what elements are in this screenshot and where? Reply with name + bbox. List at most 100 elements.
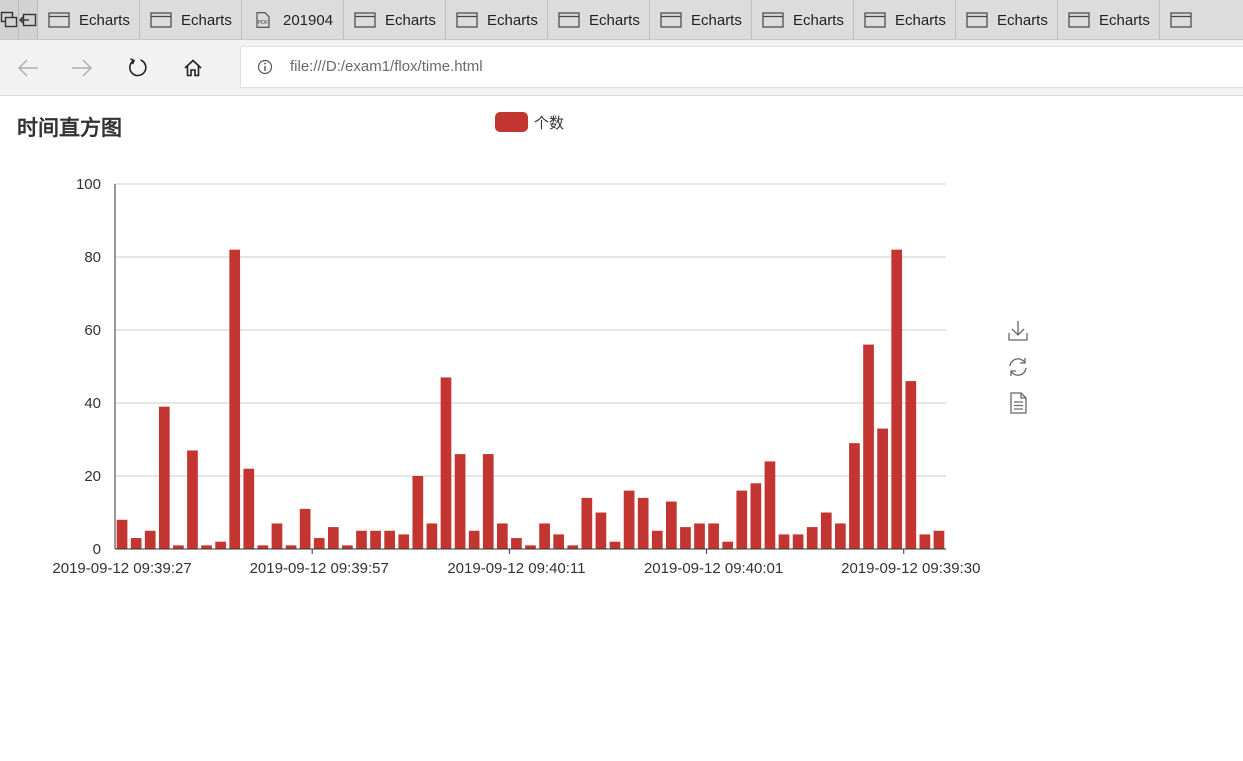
bar xyxy=(327,527,339,549)
bar xyxy=(496,523,508,549)
y-tick-label: 40 xyxy=(84,395,101,412)
bar xyxy=(919,534,931,549)
bar xyxy=(313,538,325,549)
bar xyxy=(581,497,593,549)
bar xyxy=(130,538,142,549)
bar xyxy=(482,454,494,549)
chart-title: 时间直方图 xyxy=(17,117,122,140)
bar xyxy=(412,476,424,549)
tab-10[interactable]: Echarts xyxy=(1058,0,1160,39)
bar xyxy=(454,454,466,549)
bar xyxy=(764,461,776,549)
tab-title[interactable]: 201904 xyxy=(283,11,334,29)
tab-6[interactable]: Echarts xyxy=(650,0,752,39)
tab-title[interactable]: Echarts xyxy=(487,11,538,29)
bar xyxy=(398,534,410,549)
bar xyxy=(820,512,832,549)
bar xyxy=(144,530,156,549)
home-icon xyxy=(184,59,202,77)
arrow-right-icon xyxy=(72,59,93,77)
tab-title[interactable]: Echarts xyxy=(589,11,640,29)
tab-title[interactable]: Echarts xyxy=(793,11,844,29)
bar xyxy=(933,530,945,549)
bar xyxy=(708,523,719,549)
set-aside-tabs-button[interactable] xyxy=(19,0,38,39)
tab-title[interactable]: Echarts xyxy=(997,11,1048,29)
tab-title[interactable]: Echarts xyxy=(895,11,946,29)
y-tick-label: 100 xyxy=(76,176,101,193)
bar xyxy=(215,541,226,549)
x-tick-label: 2019-09-12 09:40:01 xyxy=(644,560,783,577)
download-icon[interactable] xyxy=(1006,319,1030,343)
y-axis-labels: 0 20 40 60 80 100 xyxy=(76,176,101,558)
address-url[interactable]: file:///D:/exam1/flox/time.html xyxy=(290,58,483,75)
tab-title[interactable]: Echarts xyxy=(79,11,130,29)
legend[interactable]: 个数 xyxy=(495,112,564,132)
x-axis-labels: 2019-09-12 09:39:27 2019-09-12 09:39:57 20… xyxy=(52,560,980,577)
tab-overview-button[interactable] xyxy=(0,0,19,39)
x-tick-label: 2019-09-12 09:40:11 xyxy=(447,560,585,577)
bar xyxy=(271,523,283,549)
bar xyxy=(468,530,480,549)
y-tick-label: 60 xyxy=(84,322,101,339)
tab-title[interactable]: Echarts xyxy=(181,11,232,29)
page-icon xyxy=(48,12,70,28)
x-tick-label: 2019-09-12 09:39:57 xyxy=(250,560,389,577)
bar xyxy=(553,534,565,549)
page-icon xyxy=(354,12,376,28)
bar xyxy=(285,545,297,549)
navigation-bar: file:///D:/exam1/flox/time.html xyxy=(0,40,1243,96)
tab-8[interactable]: Echarts xyxy=(854,0,956,39)
bar xyxy=(806,527,818,549)
home-button[interactable] xyxy=(175,50,211,86)
bar xyxy=(567,545,579,549)
bar xyxy=(342,545,353,549)
back-button[interactable] xyxy=(10,50,46,86)
bar xyxy=(651,530,663,549)
page-icon xyxy=(558,12,580,28)
bar xyxy=(201,545,212,549)
refresh-button[interactable] xyxy=(120,50,156,86)
bar xyxy=(243,468,255,549)
forward-button[interactable] xyxy=(64,50,100,86)
bar xyxy=(877,428,888,549)
bar xyxy=(680,527,691,549)
tab-7[interactable]: Echarts xyxy=(752,0,854,39)
tab-4[interactable]: Echarts xyxy=(446,0,548,39)
y-tick-label: 80 xyxy=(84,249,101,266)
tab-0[interactable]: Echarts xyxy=(38,0,140,39)
tab-title[interactable]: Echarts xyxy=(385,11,436,29)
bar xyxy=(539,523,550,549)
legend-swatch[interactable] xyxy=(495,112,528,132)
tab-strip: Echarts Echarts PDF 201904 Echarts Echarts Ech… xyxy=(0,0,1243,40)
refresh-icon xyxy=(129,58,147,77)
tab-11[interactable] xyxy=(1160,0,1243,39)
bar xyxy=(440,377,452,549)
tab-title[interactable]: Echarts xyxy=(691,11,742,29)
bar xyxy=(778,534,790,549)
page-icon xyxy=(1170,12,1192,28)
data-view-icon[interactable] xyxy=(1006,391,1030,415)
tab-2[interactable]: PDF 201904 xyxy=(242,0,344,39)
tab-9[interactable]: Echarts xyxy=(956,0,1058,39)
tab-title[interactable]: Echarts xyxy=(1099,11,1150,29)
page-icon xyxy=(762,12,784,28)
bar xyxy=(116,519,128,549)
restore-icon[interactable] xyxy=(1006,355,1030,379)
bar xyxy=(257,545,269,549)
tab-5[interactable]: Echarts xyxy=(548,0,650,39)
bar xyxy=(356,530,367,549)
y-tick-label: 20 xyxy=(84,468,101,485)
address-bar[interactable]: file:///D:/exam1/flox/time.html xyxy=(240,46,1243,88)
pdf-icon: PDF xyxy=(256,12,270,28)
tab-3[interactable]: Echarts xyxy=(344,0,446,39)
tab-1[interactable]: Echarts xyxy=(140,0,242,39)
x-tick-label: 2019-09-12 09:39:27 xyxy=(52,560,191,577)
info-icon[interactable] xyxy=(257,59,273,75)
bar xyxy=(722,541,734,549)
page-icon xyxy=(1068,12,1090,28)
page-icon xyxy=(864,12,886,28)
page-icon xyxy=(966,12,988,28)
legend-label[interactable]: 个数 xyxy=(534,114,565,132)
bar xyxy=(426,523,438,549)
